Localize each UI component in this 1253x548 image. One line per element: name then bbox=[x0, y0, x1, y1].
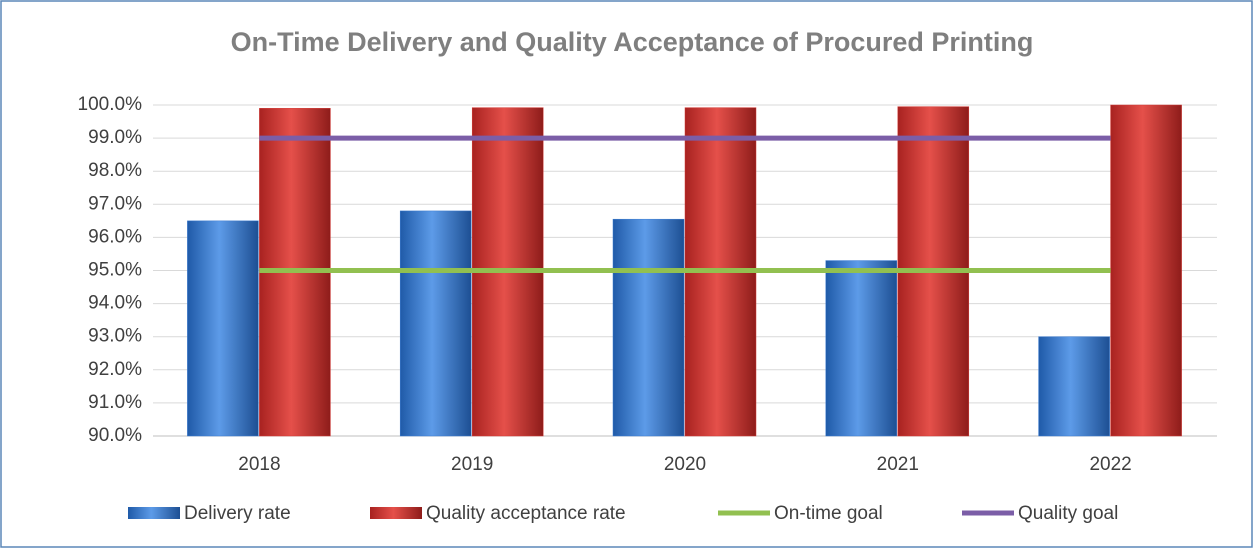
y-tick-label: 96.0% bbox=[88, 226, 142, 247]
x-tick-label: 2020 bbox=[664, 454, 706, 475]
y-tick-label: 95.0% bbox=[88, 260, 142, 281]
legend-swatch bbox=[370, 507, 422, 519]
bar bbox=[612, 218, 685, 437]
x-tick-label: 2021 bbox=[877, 454, 919, 475]
x-tick-label: 2022 bbox=[1089, 454, 1131, 475]
y-tick-label: 94.0% bbox=[88, 293, 142, 314]
y-tick-label: 98.0% bbox=[88, 160, 142, 181]
bar bbox=[1038, 336, 1110, 437]
y-tick-label: 90.0% bbox=[88, 425, 142, 446]
x-tick-label: 2018 bbox=[238, 454, 280, 475]
x-tick-label: 2019 bbox=[451, 454, 493, 475]
y-tick-label: 91.0% bbox=[88, 392, 142, 413]
legend-label: On-time goal bbox=[774, 503, 883, 524]
legend-label: Quality acceptance rate bbox=[426, 503, 626, 524]
bar bbox=[825, 260, 898, 437]
legend-label: Delivery rate bbox=[184, 503, 291, 524]
chart-title: On-Time Delivery and Quality Acceptance … bbox=[231, 27, 1034, 57]
y-tick-label: 97.0% bbox=[88, 193, 142, 214]
y-tick-label: 93.0% bbox=[88, 326, 142, 347]
y-tick-label: 99.0% bbox=[88, 127, 142, 148]
bar bbox=[187, 220, 259, 437]
y-tick-label: 92.0% bbox=[88, 359, 142, 380]
bar bbox=[399, 210, 472, 437]
legend-label: Quality goal bbox=[1018, 503, 1118, 524]
y-tick-label: 100.0% bbox=[78, 94, 143, 115]
bar bbox=[1110, 104, 1182, 437]
legend-swatch bbox=[128, 507, 180, 519]
